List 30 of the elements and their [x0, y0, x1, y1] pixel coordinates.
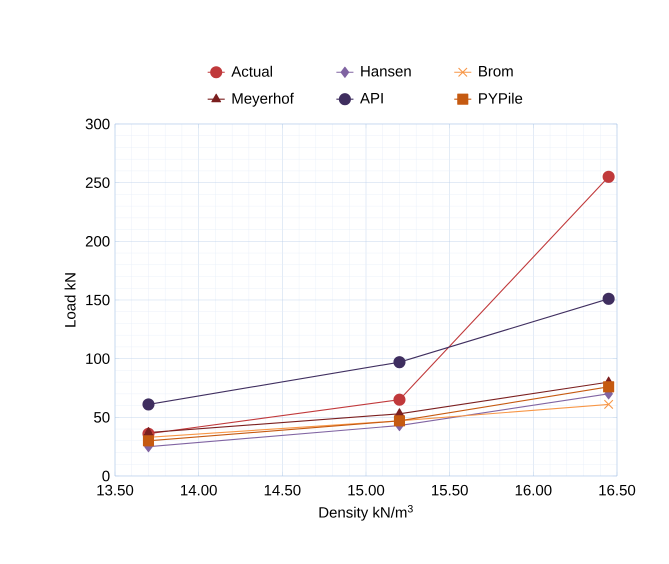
x-tick-label: 16.00: [516, 484, 552, 496]
y-tick-label: 200: [86, 236, 110, 247]
legend-label: PYPile: [479, 92, 522, 104]
y-tick-label: 250: [86, 177, 110, 188]
legend-label: Hansen: [361, 66, 411, 77]
y-tick-label: 0: [102, 470, 110, 482]
x-tick-label: 15.00: [348, 484, 384, 496]
y-tick-label: 150: [86, 294, 110, 306]
x-tick-label: 14.50: [264, 484, 301, 496]
legend-label: Actual: [231, 66, 272, 77]
point: [393, 356, 406, 368]
point: [142, 398, 155, 410]
x-tick-label: 15.50: [432, 484, 468, 496]
point: [603, 381, 614, 392]
x-tick-label: 16.50: [599, 484, 636, 496]
y-tick-label: 50: [94, 412, 110, 423]
legend-label: Meyerhof: [232, 92, 294, 107]
x-axis-title: Density kN/m$^{3}$: [319, 505, 413, 521]
legend-label: Brom: [479, 66, 513, 77]
point: [142, 435, 154, 446]
y-tick-label: 300: [86, 118, 110, 130]
x-tick-label: 14.00: [181, 484, 217, 496]
point: [604, 400, 614, 410]
legend-label: API: [360, 93, 383, 104]
point: [393, 394, 406, 406]
y-axis-title: Load kN: [64, 273, 76, 327]
y-tick-label: 100: [86, 353, 110, 364]
point: [602, 292, 615, 305]
point: [602, 170, 615, 183]
x-tick-label: 13.50: [97, 484, 134, 496]
